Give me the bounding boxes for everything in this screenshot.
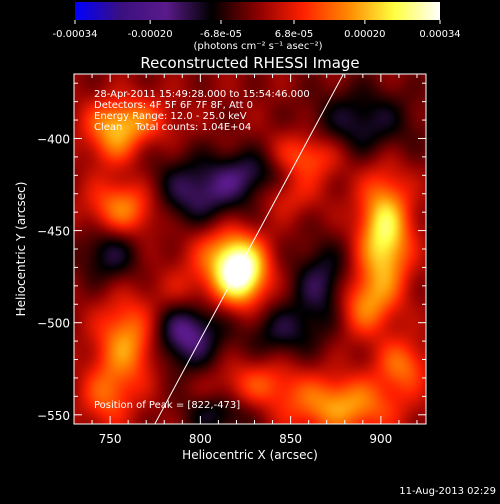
y-axis-tick-label: −400 (37, 132, 70, 146)
annotation-block: 28-Apr-2011 15:49:28.000 to 15:54:46.000… (94, 89, 310, 133)
x-axis-tick-label: 900 (369, 432, 392, 446)
annotation-time: 28-Apr-2011 15:49:28.000 to 15:54:46.000 (94, 89, 310, 100)
annotation-clean: Clean Total counts: 1.04E+04 (94, 122, 251, 133)
colorbar-tick-label: -0.00034 (53, 29, 98, 40)
colorbar: -0.00034 -0.00020 -6.8e-05 6.8e-05 0.00020 0.… (53, 2, 461, 52)
colorbar-ticks: -0.00034 -0.00020 -6.8e-05 6.8e-05 0.00020 0.… (53, 20, 461, 40)
footer-date: 11-Aug-2013 02:29 (399, 486, 496, 497)
y-axis-tick-label: −450 (37, 225, 70, 239)
chart-title: Reconstructed RHESSI Image (140, 54, 359, 72)
x-axis-tick-label: 750 (99, 432, 122, 446)
colorbar-tick-label: -0.00020 (128, 29, 173, 40)
y-axis-label: Heliocentric Y (arcsec) (14, 182, 28, 317)
y-axis-tick-label: −500 (37, 317, 70, 331)
solar-limb-line (154, 74, 344, 424)
colorbar-tick-label: 0.00020 (344, 29, 385, 40)
axis-ticks: 750 800 850 900 −400 −450 −500 −550 (37, 74, 426, 446)
colorbar-tick-label: 0.00034 (419, 29, 460, 40)
peak-position-label: Position of Peak = [822,-473] (94, 400, 240, 411)
annotation-detectors: Detectors: 4F 5F 6F 7F 8F, Att 0 (94, 100, 253, 111)
x-axis-tick-label: 850 (279, 432, 302, 446)
colorbar-gradient (75, 2, 440, 20)
x-axis-label: Heliocentric X (arcsec) (182, 448, 318, 462)
x-axis-tick-label: 800 (189, 432, 212, 446)
colorbar-tick-label: -6.8e-05 (200, 29, 242, 40)
colorbar-unit-label: (photons cm⁻² s⁻¹ asec⁻²) (193, 41, 322, 52)
annotation-energy: Energy Range: 12.0 - 25.0 keV (94, 111, 247, 122)
y-axis-tick-label: −550 (37, 409, 70, 423)
colorbar-tick-label: 6.8e-05 (275, 29, 313, 40)
heatmap-image (74, 74, 426, 424)
